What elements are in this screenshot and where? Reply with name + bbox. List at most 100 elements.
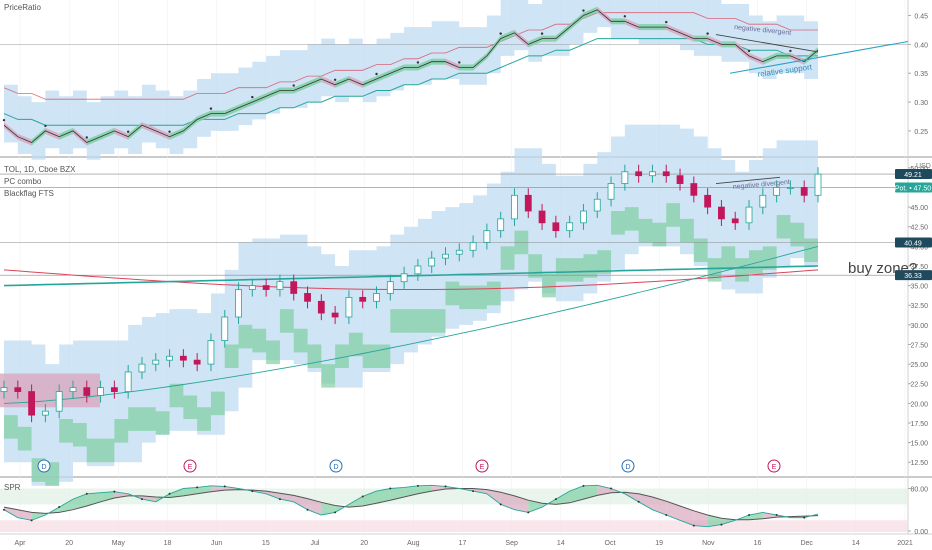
x-tick-label: 19	[655, 540, 663, 547]
price-candle	[593, 198, 601, 212]
spr-point	[140, 498, 143, 501]
spr-point	[251, 490, 254, 493]
spr-fill-segment	[390, 487, 405, 501]
price-candle	[800, 187, 808, 196]
ratio-point	[251, 95, 254, 99]
price-candle	[414, 265, 422, 275]
ratio-point	[2, 118, 6, 122]
y-tick-label: 17.50	[910, 421, 928, 428]
price-candle	[152, 359, 160, 365]
spr-point	[665, 514, 668, 517]
spr-fill-segment	[100, 491, 115, 502]
spr-panel[interactable]	[0, 484, 908, 532]
ratio-point	[333, 78, 337, 81]
price-tag-label: 36.33	[904, 273, 922, 280]
price-candle	[469, 242, 477, 251]
spr-fill-segment	[652, 496, 667, 516]
x-tick-label: 14	[852, 540, 860, 547]
event-marker	[475, 459, 489, 473]
price-candle	[787, 187, 794, 189]
spr-fill-segment	[693, 510, 708, 527]
spr-fill-segment	[666, 501, 681, 521]
price-candle	[483, 230, 491, 243]
price-moving-average-green	[3, 265, 819, 287]
price-candle	[83, 387, 91, 396]
currency-label: USD	[916, 163, 931, 170]
y-tick-label: 0.35	[914, 71, 928, 78]
price-candle	[28, 391, 35, 416]
spr-fill-segment	[680, 506, 694, 526]
price-candle	[607, 183, 615, 200]
price-panel-title: TOL, 1D, Cboe BZX	[4, 165, 76, 174]
ratio-panel[interactable]	[0, 0, 909, 160]
event-marker	[183, 459, 197, 473]
price-tag-label: 40.49	[904, 241, 922, 248]
price-candle	[676, 175, 684, 184]
price-candle	[428, 257, 436, 267]
spr-fill-segment	[583, 485, 598, 500]
spr-fill-segment	[514, 495, 529, 513]
x-tick-label: 16	[754, 540, 762, 547]
ratio-line	[3, 9, 819, 143]
y-tick-label: 25.00	[910, 362, 928, 369]
x-tick-label: Dec	[800, 540, 813, 547]
x-tick-label: Apr	[15, 540, 27, 547]
ratio-point	[747, 49, 751, 53]
event-marker	[767, 459, 781, 473]
y-tick-label: 0.25	[914, 129, 928, 136]
x-tick-label: Aug	[407, 540, 420, 547]
y-tick-label: 35.00	[910, 284, 928, 291]
y-tick-label: 0.00	[914, 529, 928, 536]
x-tick-label: 20	[360, 540, 368, 547]
price-panel[interactable]: 49.21 Pot. • 47.50 40.49 36.33 D E D E D E	[0, 124, 932, 486]
spr-fill-segment	[749, 512, 763, 520]
spr-fill-segment	[431, 485, 446, 492]
price-candle	[97, 387, 104, 396]
legend-pc-combo: PC combo	[4, 177, 42, 186]
y-tick-label: 40.00	[910, 244, 928, 251]
y-tick-label: 80.00	[910, 486, 928, 493]
price-candle	[442, 253, 449, 259]
ratio-point	[292, 84, 295, 87]
price-moving-average-slow	[3, 245, 819, 404]
x-tick-label: 14	[557, 540, 565, 547]
ratio-point	[416, 61, 420, 64]
price-tag	[895, 169, 932, 180]
annotation-buy-zone: buy zone?	[848, 260, 917, 277]
price-candle	[179, 355, 187, 361]
spr-fill-segment	[321, 502, 336, 516]
price-tag	[895, 270, 932, 281]
price-candle	[290, 281, 298, 294]
price-candle	[331, 312, 339, 318]
price-candle	[193, 359, 201, 365]
spr-point	[278, 498, 281, 501]
price-candle	[552, 222, 560, 232]
spr-fill-segment	[17, 509, 32, 521]
price-candle	[276, 281, 284, 290]
event-marker-label: D	[41, 464, 46, 471]
price-candle	[745, 206, 753, 224]
y-tick-label: 15.00	[910, 441, 928, 448]
ratio-panel-title: PriceRatio	[4, 3, 41, 12]
x-tick-label: Sep	[505, 540, 518, 547]
ratio-point	[375, 72, 378, 76]
spr-point	[389, 487, 392, 490]
y-tick-label: 12.50	[910, 460, 928, 467]
y-tick-label: 27.50	[910, 342, 928, 349]
spr-point	[554, 498, 557, 501]
spr-point	[775, 514, 778, 517]
price-tag-label: 49.21	[904, 172, 922, 179]
event-marker	[621, 459, 635, 473]
spr-point	[637, 500, 640, 503]
spr-fill-segment	[362, 491, 377, 506]
spr-panel-title: SPR	[4, 483, 21, 492]
x-tick-label: Oct	[605, 540, 616, 547]
price-candle	[41, 410, 49, 416]
spr-point	[306, 508, 309, 511]
ratio-point	[458, 61, 461, 64]
spr-point	[223, 485, 226, 488]
x-tick-label: Jul	[311, 540, 320, 547]
x-tick-label: Jun	[211, 540, 222, 547]
legend-blackflag-fts: Blackflag FTS	[4, 189, 54, 198]
